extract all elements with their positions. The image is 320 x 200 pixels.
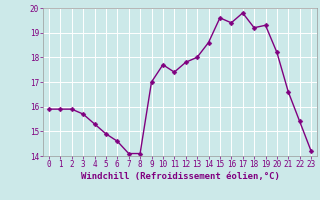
X-axis label: Windchill (Refroidissement éolien,°C): Windchill (Refroidissement éolien,°C) [81,172,279,181]
